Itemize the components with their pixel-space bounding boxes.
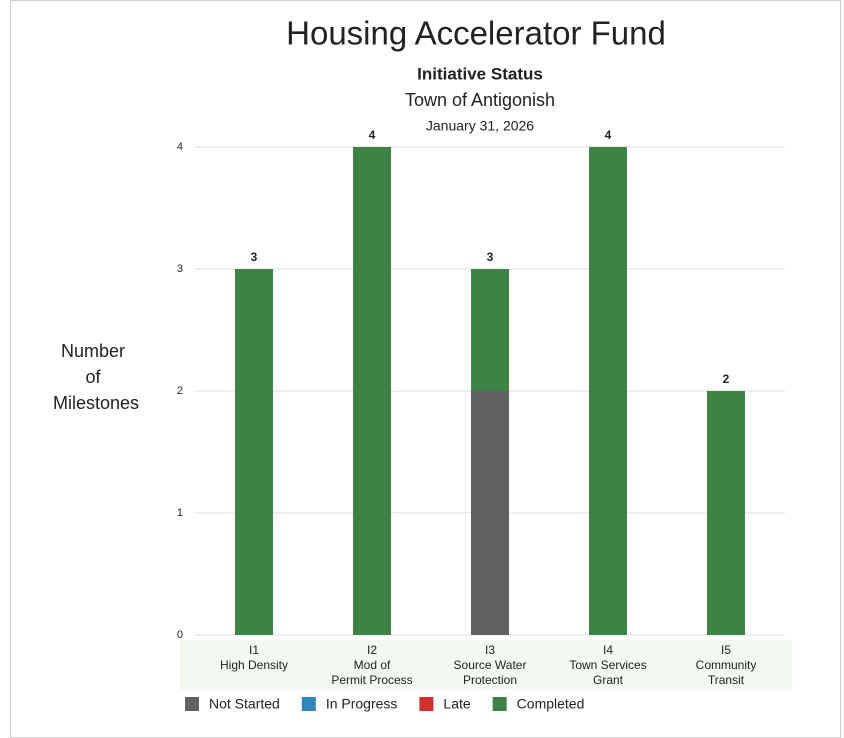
total-label: 4 xyxy=(369,128,376,142)
legend-label: Late xyxy=(443,696,470,712)
x-tick-label: Protection xyxy=(463,673,517,687)
legend-label: In Progress xyxy=(326,696,398,712)
x-tick-label: I3 xyxy=(485,643,495,657)
x-tick-label: Community xyxy=(696,658,757,672)
y-tick-label: 2 xyxy=(177,385,183,397)
y-axis-label: Milestones xyxy=(53,393,139,413)
legend-label: Not Started xyxy=(209,696,280,712)
legend-swatch xyxy=(492,697,507,711)
date: January 31, 2026 xyxy=(426,118,534,134)
x-tick-label: I1 xyxy=(249,643,259,657)
total-label: 4 xyxy=(605,128,612,142)
bar-segment xyxy=(235,269,273,635)
bar-segment xyxy=(589,147,627,635)
chart-title: Housing Accelerator Fund xyxy=(286,15,666,52)
x-tick-label: I2 xyxy=(367,643,377,657)
total-label: 2 xyxy=(723,372,730,386)
y-axis-label: Number xyxy=(61,341,125,361)
y-tick-label: 1 xyxy=(177,507,183,519)
category-band xyxy=(180,640,792,690)
chart-subtitle: Initiative Status xyxy=(417,64,543,83)
x-tick-label: Transit xyxy=(708,673,745,687)
x-tick-label: Grant xyxy=(593,673,624,687)
legend-swatch xyxy=(185,697,199,711)
legend-label: Completed xyxy=(517,696,585,712)
y-tick-label: 0 xyxy=(177,629,183,641)
x-tick-label: I4 xyxy=(603,643,613,657)
legend-swatch xyxy=(419,697,434,711)
legend-swatch xyxy=(301,697,316,711)
x-tick-label: Source Water xyxy=(454,658,527,672)
y-tick-label: 4 xyxy=(177,141,183,153)
bar-segment xyxy=(471,391,509,635)
bar-segment xyxy=(353,147,391,635)
location: Town of Antigonish xyxy=(405,90,555,110)
x-tick-label: Town Services xyxy=(569,658,646,672)
total-label: 3 xyxy=(251,250,258,264)
bar-segment xyxy=(471,269,509,391)
x-tick-label: Mod of xyxy=(354,658,391,672)
x-tick-label: I5 xyxy=(721,643,731,657)
y-tick-label: 3 xyxy=(177,263,183,275)
y-axis-label: of xyxy=(85,367,101,387)
x-tick-label: Permit Process xyxy=(331,673,412,687)
x-tick-label: High Density xyxy=(220,658,288,672)
bar-segment xyxy=(707,391,745,635)
total-label: 3 xyxy=(487,250,494,264)
